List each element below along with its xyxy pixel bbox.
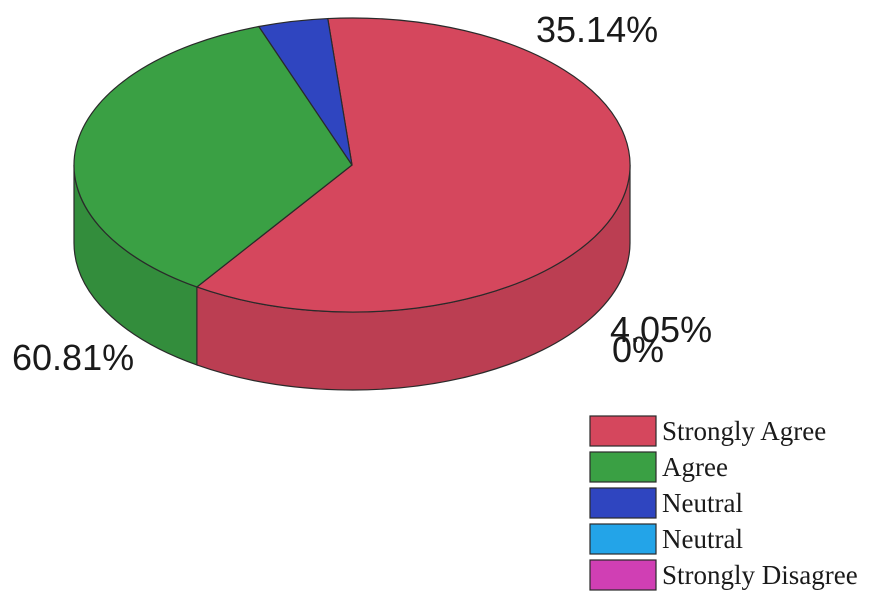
- legend-label-strongly-disagree-4: Strongly Disagree: [662, 560, 858, 590]
- pct-label-agree-1: 35.14%: [536, 9, 658, 50]
- legend-label-neutral-2: Neutral: [662, 488, 743, 518]
- legend-swatch-neutral-2: [589, 487, 657, 519]
- legend-swatch-strongly-disagree-4: [589, 559, 657, 591]
- legend-swatch-neutral-3: [589, 523, 657, 555]
- legend-swatch-agree-1: [589, 451, 657, 483]
- pie-slice-agree-1: [73, 25, 353, 288]
- pie-top: [73, 17, 631, 313]
- legend-label-strongly-agree-0: Strongly Agree: [662, 416, 826, 446]
- pct-label-strongly-agree-0: 60.81%: [12, 337, 134, 378]
- pct-label-neutral-3: 0%: [612, 329, 664, 370]
- legend-swatch-strongly-agree-0: [589, 415, 657, 447]
- pie-slice-neutral-2: [257, 17, 353, 166]
- pct-label-neutral-2: 4.05%: [610, 309, 712, 350]
- legend-label-agree-1: Agree: [662, 452, 728, 482]
- pie-slice-strongly-agree-0: [195, 17, 631, 313]
- legend: Strongly Agree Agree Neutral Neutral Strongl…: [589, 415, 858, 591]
- legend-label-neutral-3: Neutral: [662, 524, 743, 554]
- pie-labels: 60.81% 35.14% 4.05%0%: [12, 9, 712, 378]
